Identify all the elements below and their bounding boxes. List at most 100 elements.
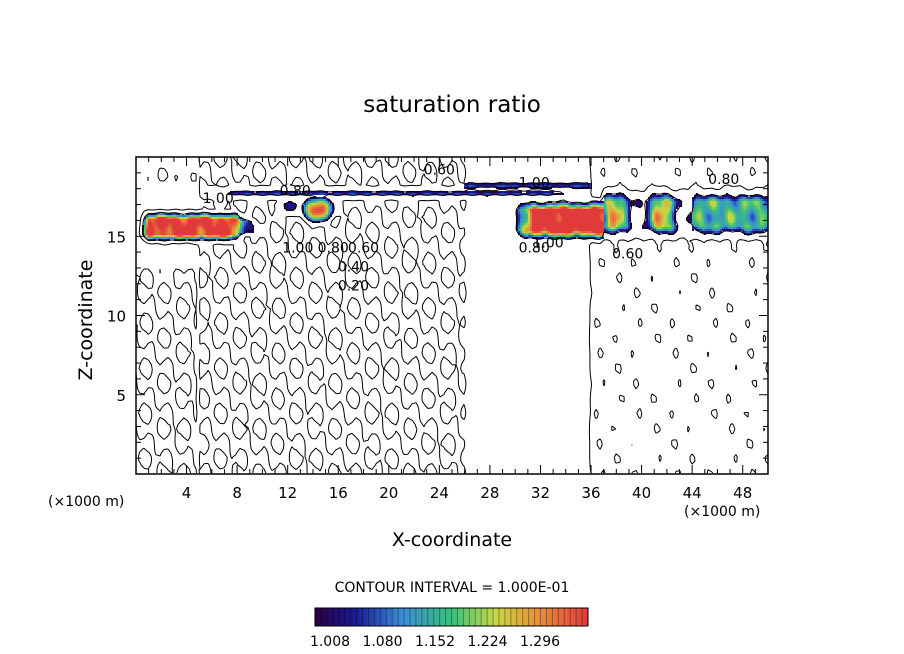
saturation-cell <box>762 229 764 231</box>
saturation-cell <box>168 235 170 237</box>
saturation-cell <box>250 223 252 225</box>
saturation-cell <box>168 225 170 227</box>
saturation-cell <box>526 229 528 231</box>
saturation-cell <box>520 217 522 219</box>
saturation-cell <box>698 207 700 209</box>
saturation-cell <box>626 229 628 231</box>
saturation-cell <box>146 221 148 223</box>
saturation-cell <box>704 201 706 203</box>
saturation-cell <box>172 217 174 219</box>
saturation-cell <box>164 215 166 217</box>
saturation-cell <box>652 219 654 221</box>
saturation-cell <box>216 227 218 229</box>
saturation-cell <box>596 235 598 237</box>
saturation-cell <box>624 197 626 199</box>
saturation-cell <box>506 191 508 193</box>
saturation-cell <box>620 215 622 217</box>
saturation-cell <box>666 225 668 227</box>
saturation-cell <box>736 203 738 205</box>
saturation-cell <box>616 201 618 203</box>
saturation-cell <box>602 211 604 213</box>
saturation-cell <box>196 227 198 229</box>
saturation-cell <box>200 223 202 225</box>
saturation-cell <box>610 225 612 227</box>
saturation-cell <box>600 235 602 237</box>
saturation-cell <box>148 217 150 219</box>
saturation-cell <box>156 231 158 233</box>
saturation-cell <box>748 215 750 217</box>
saturation-cell <box>662 213 664 215</box>
saturation-cell <box>152 217 154 219</box>
saturation-cell <box>574 231 576 233</box>
saturation-cell <box>184 229 186 231</box>
saturation-cell <box>758 227 760 229</box>
saturation-cell <box>224 223 226 225</box>
saturation-cell <box>212 219 214 221</box>
saturation-cell <box>604 207 606 209</box>
saturation-cell <box>602 203 604 205</box>
saturation-cell <box>576 227 578 229</box>
saturation-cell <box>706 203 708 205</box>
saturation-cell <box>160 237 162 239</box>
saturation-cell <box>570 203 572 205</box>
saturation-cell <box>170 215 172 217</box>
saturation-cell <box>738 211 740 213</box>
saturation-cell <box>742 231 744 233</box>
saturation-cell <box>588 183 590 185</box>
saturation-cell <box>552 191 554 193</box>
saturation-cell <box>154 219 156 221</box>
saturation-cell <box>762 197 764 199</box>
saturation-cell <box>320 215 322 217</box>
saturation-cell <box>734 201 736 203</box>
saturation-cell <box>162 233 164 235</box>
saturation-cell <box>582 223 584 225</box>
saturation-cell <box>730 213 732 215</box>
saturation-cell <box>222 239 224 241</box>
saturation-cell <box>196 237 198 239</box>
saturation-cell <box>746 229 748 231</box>
saturation-cell <box>312 219 314 221</box>
saturation-cell <box>536 207 538 209</box>
saturation-cell <box>226 227 228 229</box>
saturation-cell <box>158 229 160 231</box>
saturation-cell <box>522 221 524 223</box>
saturation-cell <box>186 227 188 229</box>
saturation-cell <box>538 193 540 195</box>
saturation-cell <box>658 223 660 225</box>
saturation-cell <box>662 215 664 217</box>
saturation-cell <box>552 213 554 215</box>
saturation-cell <box>704 219 706 221</box>
saturation-cell <box>148 225 150 227</box>
saturation-cell <box>324 193 326 195</box>
saturation-cell <box>560 217 562 219</box>
saturation-cell <box>748 205 750 207</box>
saturation-cell <box>650 209 652 211</box>
saturation-cell <box>508 191 510 193</box>
saturation-cell <box>356 191 358 193</box>
saturation-cell <box>536 205 538 207</box>
saturation-cell <box>572 237 574 239</box>
saturation-cell <box>158 215 160 217</box>
saturation-cell <box>590 235 592 237</box>
saturation-cell <box>712 219 714 221</box>
saturation-cell <box>154 221 156 223</box>
saturation-cell <box>566 205 568 207</box>
saturation-cell <box>418 193 420 195</box>
saturation-cell <box>316 211 318 213</box>
saturation-cell <box>236 233 238 235</box>
saturation-cell <box>624 223 626 225</box>
saturation-cell <box>584 205 586 207</box>
saturation-cell <box>310 209 312 211</box>
saturation-cell <box>722 225 724 227</box>
saturation-cell <box>532 205 534 207</box>
saturation-cell <box>550 185 552 187</box>
saturation-cell <box>662 205 664 207</box>
saturation-cell <box>608 199 610 201</box>
saturation-cell <box>734 219 736 221</box>
saturation-cell <box>754 231 756 233</box>
saturation-cell <box>606 223 608 225</box>
saturation-cell <box>592 201 594 203</box>
saturation-cell <box>752 207 754 209</box>
saturation-cell <box>160 225 162 227</box>
saturation-cell <box>622 213 624 215</box>
